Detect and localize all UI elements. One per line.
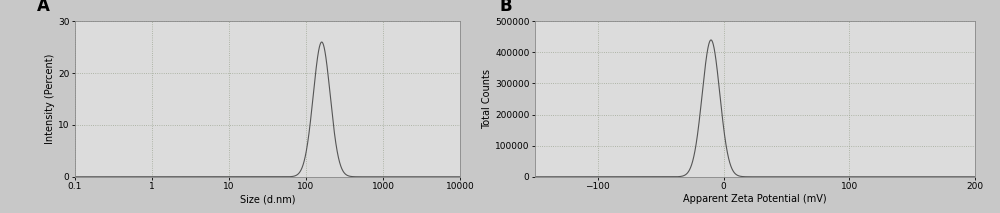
Y-axis label: Total Counts: Total Counts xyxy=(482,69,492,129)
Text: A: A xyxy=(36,0,49,15)
X-axis label: Size (d.nm): Size (d.nm) xyxy=(240,194,295,204)
Text: B: B xyxy=(500,0,512,15)
X-axis label: Apparent Zeta Potential (mV): Apparent Zeta Potential (mV) xyxy=(683,194,827,204)
Y-axis label: Intensity (Percent): Intensity (Percent) xyxy=(45,54,55,144)
